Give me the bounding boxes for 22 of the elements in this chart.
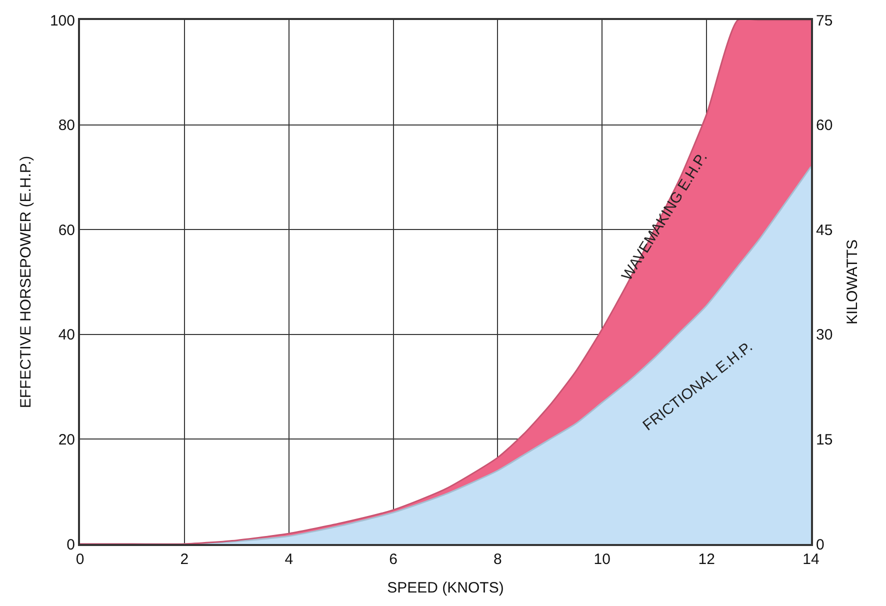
- x-tick-label: 4: [284, 551, 294, 568]
- y2-tick-label: 15: [816, 431, 833, 448]
- y-tick-label: 20: [58, 431, 75, 448]
- x-tick-label: 8: [494, 551, 502, 568]
- x-tick-label: 6: [389, 551, 398, 568]
- y2-tick-label: 45: [816, 222, 833, 239]
- y-axis-title: EFFECTIVE HORSEPOWER (E.H.P.): [18, 156, 35, 408]
- y-tick-label: 40: [58, 326, 75, 344]
- y2-tick-label: 60: [816, 117, 833, 134]
- y-tick-label: 60: [58, 222, 75, 239]
- x-tick-label: 10: [594, 551, 610, 568]
- x-tick-label: 12: [698, 551, 715, 568]
- y2-tick-label: 30: [816, 326, 833, 344]
- y-tick-label: 100: [50, 12, 75, 30]
- y2-tick-label: 0: [816, 536, 824, 554]
- x-tick-label: 2: [180, 551, 189, 568]
- x-tick-label: 14: [802, 551, 820, 568]
- x-axis-title: SPEED (KNOTS): [387, 580, 504, 596]
- y-tick-label: 80: [58, 117, 75, 134]
- y2-tick-label: 75: [816, 12, 833, 30]
- y-tick-label: 0: [66, 536, 75, 554]
- y2-axis-title: KILOWATTS: [844, 239, 862, 325]
